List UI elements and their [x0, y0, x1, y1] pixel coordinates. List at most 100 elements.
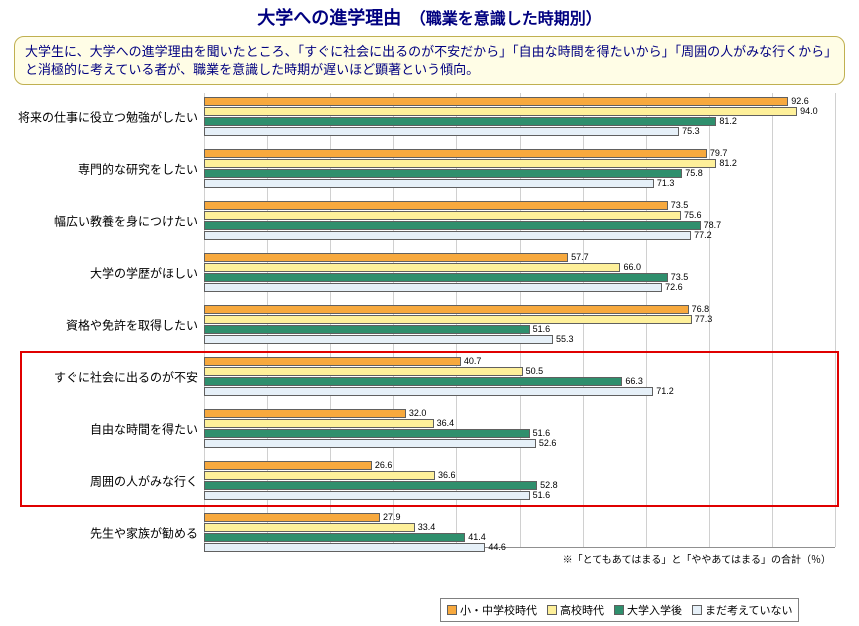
legend-label: まだ考えていない	[705, 602, 792, 618]
bar	[204, 211, 681, 220]
bar	[204, 315, 692, 324]
bar-value-label: 51.6	[533, 324, 551, 334]
bar	[204, 491, 530, 500]
bar	[204, 273, 668, 282]
gridline	[835, 93, 836, 547]
bar	[204, 481, 537, 490]
bar	[204, 253, 568, 262]
bar	[204, 439, 536, 448]
bar-value-label: 27.9	[383, 512, 401, 522]
bars-container: 26.636.652.851.6	[204, 461, 835, 501]
bar-value-label: 57.7	[571, 252, 589, 262]
bar	[204, 387, 653, 396]
category-label: 専門的な研究をしたい	[14, 161, 202, 178]
category-label: 自由な時間を得たい	[14, 421, 202, 438]
bar-value-label: 51.6	[533, 428, 551, 438]
bar-value-label: 44.6	[488, 542, 506, 552]
bar-value-label: 41.4	[468, 532, 486, 542]
bar	[204, 409, 406, 418]
chart-group: 大学の学歴がほしい57.766.073.572.6	[14, 253, 835, 293]
bars-container: 92.694.081.275.3	[204, 97, 835, 137]
bar	[204, 357, 461, 366]
bar-value-label: 36.4	[437, 418, 455, 428]
bar	[204, 325, 530, 334]
bar-value-label: 94.0	[800, 106, 818, 116]
chart-area: 将来の仕事に役立つ勉強がしたい92.694.081.275.3 専門的な研究をした…	[14, 93, 845, 548]
bar-value-label: 66.0	[623, 262, 641, 272]
category-label: 先生や家族が勧める	[14, 525, 202, 542]
bar-value-label: 79.7	[710, 148, 728, 158]
bar	[204, 97, 788, 106]
bar-value-label: 32.0	[409, 408, 427, 418]
bar-value-label: 66.3	[625, 376, 643, 386]
summary-box: 大学生に、大学への進学理由を聞いたところ、「すぐに社会に出るのが不安だから」「自…	[14, 36, 845, 85]
category-label: 資格や免許を取得したい	[14, 317, 202, 334]
chart-group: すぐに社会に出るのが不安 40.7 50.5 66.3 71.2	[14, 357, 835, 397]
bar-value-label: 71.2	[656, 386, 674, 396]
legend-swatch	[692, 605, 702, 615]
legend-item: 高校時代	[547, 602, 604, 618]
legend-swatch	[447, 605, 457, 615]
bars-container: 57.7 66.0 73.572.6	[204, 253, 835, 293]
category-label: 幅広い教養を身につけたい	[14, 213, 202, 230]
bar-value-label: 77.2	[694, 230, 712, 240]
legend-label: 小・中学校時代	[460, 602, 537, 618]
bar-value-label: 73.5	[671, 272, 689, 282]
legend: 小・中学校時代 高校時代 大学入学後 まだ考えていない	[440, 598, 799, 622]
bar	[204, 367, 523, 376]
chart-group: 専門的な研究をしたい 79.781.2 75.8 71.3	[14, 149, 835, 189]
bar-value-label: 72.6	[665, 282, 683, 292]
legend-label: 大学入学後	[627, 602, 682, 618]
bars-container: 40.7 50.5 66.3 71.2	[204, 357, 835, 397]
chart-group: 将来の仕事に役立つ勉強がしたい92.694.081.275.3	[14, 97, 835, 137]
bar-value-label: 33.4	[418, 522, 436, 532]
bar	[204, 159, 716, 168]
bar-value-label: 26.6	[375, 460, 393, 470]
bar-value-label: 76.8	[692, 304, 710, 314]
chart-group: 周囲の人がみな行く26.636.652.851.6	[14, 461, 835, 501]
bar	[204, 377, 622, 386]
bar	[204, 419, 434, 428]
bar-value-label: 50.5	[526, 366, 544, 376]
bar	[204, 263, 620, 272]
bar-value-label: 75.6	[684, 210, 702, 220]
bars-container: 27.9 33.4 41.444.6	[204, 513, 835, 553]
bar-value-label: 81.2	[719, 158, 737, 168]
legend-swatch	[547, 605, 557, 615]
footnote: ※「とてもあてはまる」と「ややあてはまる」の合計（％）	[563, 551, 831, 566]
category-label: 周囲の人がみな行く	[14, 473, 202, 490]
bar	[204, 305, 689, 314]
category-label: すぐに社会に出るのが不安	[14, 369, 202, 386]
bar	[204, 169, 682, 178]
bar-value-label: 52.8	[540, 480, 558, 490]
chart-group: 幅広い教養を身につけたい73.575.678.777.2	[14, 201, 835, 241]
bar	[204, 117, 716, 126]
bar-value-label: 75.8	[685, 168, 703, 178]
legend-item: 小・中学校時代	[447, 602, 537, 618]
bar-value-label: 77.3	[695, 314, 713, 324]
bar	[204, 283, 662, 292]
chart-group: 自由な時間を得たい32.036.451.652.6	[14, 409, 835, 449]
legend-item: まだ考えていない	[692, 602, 792, 618]
legend-label: 高校時代	[560, 602, 604, 618]
bar	[204, 533, 465, 542]
bar-value-label: 36.6	[438, 470, 456, 480]
bar	[204, 429, 530, 438]
bar	[204, 201, 668, 210]
header: 大学への進学理由 （職業を意識した時期別）	[0, 0, 859, 30]
category-label: 将来の仕事に役立つ勉強がしたい	[14, 109, 202, 126]
bar-value-label: 75.3	[682, 126, 700, 136]
page-subtitle: （職業を意識した時期別）	[410, 5, 602, 29]
bar-value-label: 71.3	[657, 178, 675, 188]
bar	[204, 543, 485, 552]
bar-value-label: 40.7	[464, 356, 482, 366]
bar	[204, 335, 553, 344]
bar-value-label: 73.5	[671, 200, 689, 210]
bar	[204, 127, 679, 136]
chart-group: 先生や家族が勧める 27.9 33.4 41.444.6	[14, 513, 835, 553]
bar	[204, 221, 701, 230]
legend-swatch	[614, 605, 624, 615]
bar	[204, 461, 372, 470]
page-title: 大学への進学理由	[257, 4, 401, 30]
bar-value-label: 55.3	[556, 334, 574, 344]
